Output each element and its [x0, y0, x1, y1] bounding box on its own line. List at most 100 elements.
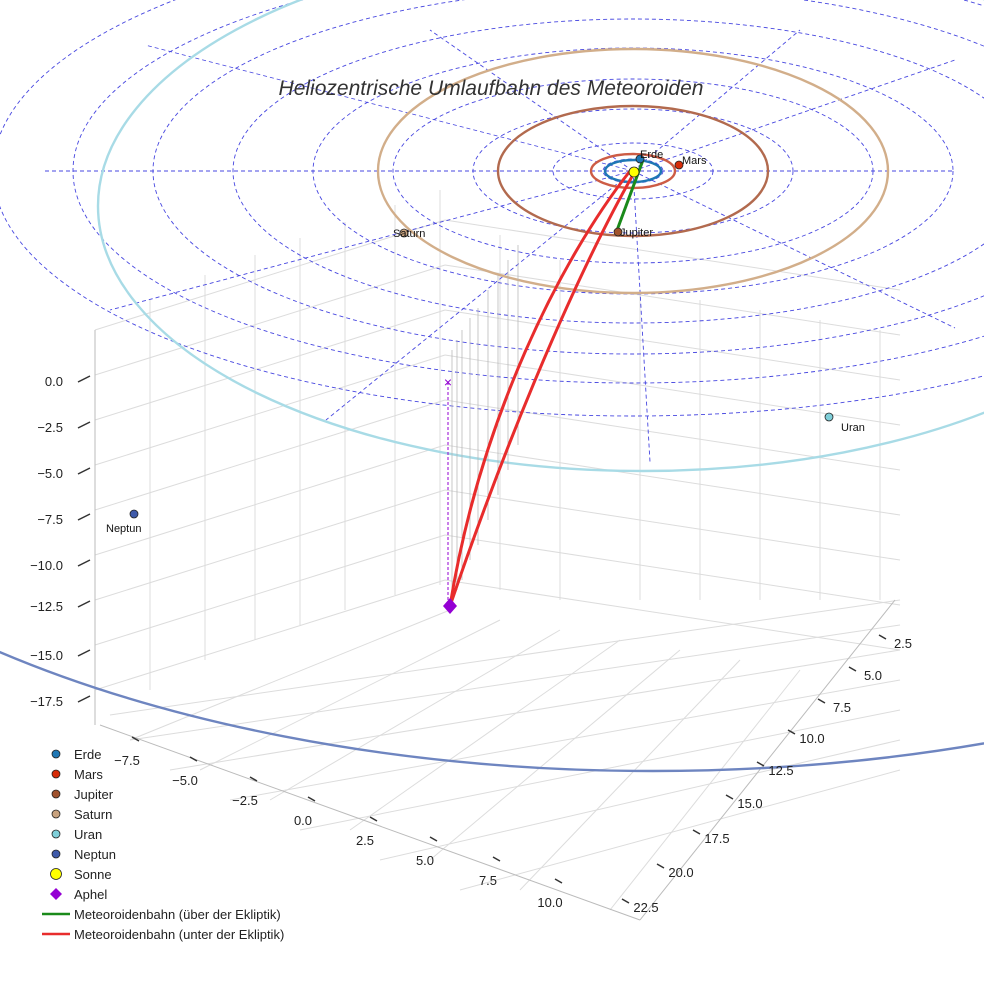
ecliptic-spoke	[632, 170, 956, 329]
floor-grid-line	[379, 739, 901, 861]
grid-line-left	[94, 444, 446, 556]
ecliptic-spoke	[632, 170, 651, 463]
grid-line-back	[444, 354, 901, 426]
x-tick-label: −7.5	[114, 753, 140, 768]
grid-line-left	[94, 489, 446, 601]
ecliptic-polar-grid	[0, 0, 984, 463]
floor-grid-line	[429, 649, 681, 861]
z-tick-mark	[77, 467, 91, 475]
legend-item: Uran	[38, 824, 358, 844]
grid-line-left	[94, 219, 446, 331]
ecliptic-spoke	[632, 59, 956, 172]
legend-item: Meteoroidenbahn (unter der Ekliptik)	[38, 924, 358, 944]
z-tick-label: 0.0	[45, 374, 63, 389]
floor-grid-line	[459, 769, 901, 891]
legend-marker	[38, 924, 74, 944]
x-tick-label: 0.0	[294, 813, 312, 828]
planet-label-saturn: Saturn	[393, 228, 425, 240]
y-axis-ticks: 2.5 5.0 7.5 10.0 12.5 15.0 17.5 20.0 22.5	[621, 634, 912, 915]
planet-mars	[674, 160, 684, 170]
floor-grid-line	[129, 609, 451, 741]
legend-marker	[38, 884, 74, 904]
y-tick-mark	[848, 666, 857, 672]
planet-saturn	[399, 228, 409, 238]
legend-marker	[38, 864, 74, 884]
y-tick-label: 12.5	[768, 763, 793, 778]
x-tick-mark	[429, 836, 438, 842]
floor-grid-line	[169, 649, 901, 771]
legend-item: Saturn	[38, 804, 358, 824]
grid-line-left	[94, 309, 446, 421]
planet-neptun	[129, 509, 139, 519]
x-tick-mark	[554, 878, 563, 884]
legend-label: Uran	[74, 826, 103, 842]
z-tick-mark	[77, 649, 91, 657]
pane-grid	[94, 190, 901, 911]
x-tick-label: −2.5	[232, 793, 258, 808]
y-tick-label: 10.0	[799, 731, 824, 746]
legend-label: Jupiter	[74, 786, 114, 802]
legend-marker	[38, 904, 74, 924]
floor-grid-line	[609, 669, 801, 911]
y-tick-label: 5.0	[864, 668, 882, 683]
ecliptic-spoke	[325, 170, 634, 421]
x-tick-label: 5.0	[416, 853, 434, 868]
y-tick-mark	[692, 829, 701, 835]
planet-orbits	[0, 0, 984, 773]
projection-drop-lines	[447, 245, 519, 605]
legend-label: Saturn	[74, 806, 113, 822]
legend-marker	[38, 824, 74, 844]
grid-line-left	[94, 354, 446, 466]
x-tick-label: 7.5	[479, 873, 497, 888]
floor-grid-line	[129, 624, 901, 741]
y-tick-mark	[756, 761, 765, 767]
ecliptic-spoke	[429, 29, 634, 172]
legend-item: Erde	[38, 744, 358, 764]
x-tick-mark	[249, 776, 258, 782]
grid-line-left	[94, 579, 446, 691]
planet-label-uran: Uran	[841, 422, 865, 434]
grid-line-back	[444, 264, 901, 336]
ecliptic-ring	[72, 0, 984, 384]
grid-line-back	[444, 579, 901, 651]
ecliptic-spoke	[632, 29, 801, 172]
planet-erde	[635, 154, 645, 164]
grid-line-left	[94, 264, 446, 376]
floor-grid-line	[519, 659, 741, 891]
y-tick-mark	[656, 863, 665, 869]
legend-marker	[38, 804, 74, 824]
z-tick-label: −12.5	[30, 599, 63, 614]
legend-label: Meteoroidenbahn (unter der Ekliptik)	[74, 926, 285, 942]
orbit-saturn	[376, 47, 890, 295]
ecliptic-ring	[232, 18, 984, 324]
z-tick-mark	[77, 559, 91, 567]
planet-markers: Erde Mars Jupiter Saturn Uran Neptun ×	[106, 149, 865, 614]
grid-line-back	[444, 309, 901, 381]
legend-label: Erde	[74, 746, 102, 762]
y-axis-line	[639, 599, 896, 921]
z-tick-label: −5.0	[37, 466, 63, 481]
orbit-neptun	[0, 650, 984, 773]
legend-label: Mars	[74, 766, 103, 782]
planet-label-mars: Mars	[682, 155, 707, 167]
z-tick-mark	[77, 421, 91, 429]
y-tick-label: 7.5	[833, 700, 851, 715]
orbit-uran	[96, 0, 984, 473]
z-tick-mark	[77, 375, 91, 383]
y-tick-label: 2.5	[894, 636, 912, 651]
x-axis-ticks: −7.5 −5.0 −2.5 0.0 2.5 5.0 7.5 10.0	[114, 736, 563, 910]
aphel-marker	[443, 598, 457, 614]
y-tick-label: 17.5	[704, 831, 729, 846]
planet-uran	[824, 412, 834, 422]
planet-label-jupiter: Jupiter	[620, 227, 653, 239]
y-tick-label: 22.5	[633, 900, 658, 915]
legend-marker	[38, 784, 74, 804]
meteoroid-orbit	[448, 159, 645, 607]
floor-grid-line	[109, 599, 901, 716]
orbit-erde	[603, 158, 663, 184]
meteoroid-path-below	[448, 172, 636, 607]
floor-grid-line	[269, 629, 561, 801]
legend-marker	[38, 764, 74, 784]
legend: Erde Mars Jupiter Saturn Uran Neptun Sonne Aphe…	[38, 744, 358, 944]
